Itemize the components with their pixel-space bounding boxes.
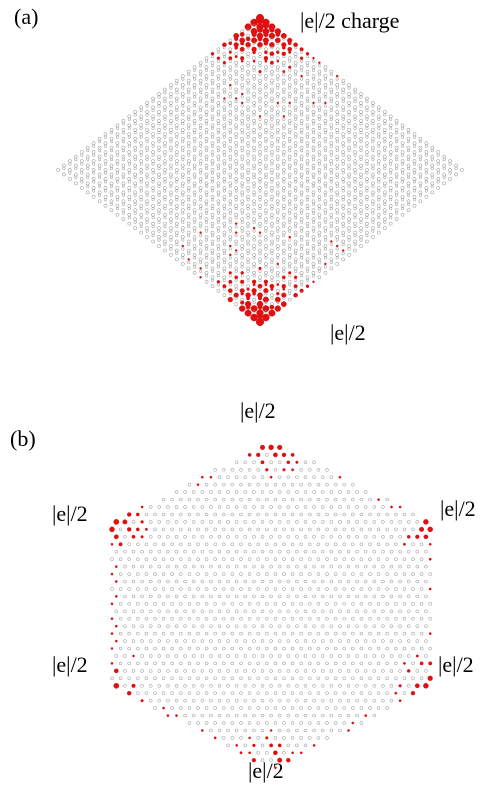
panel-b-top-charge-label: |e|/2: [240, 400, 276, 422]
panel-b-lower-right-charge-label: |e|/2: [438, 654, 474, 676]
panel-a-top-charge-label: |e|/2 charge: [300, 10, 399, 32]
panel-a-label: (a): [14, 6, 38, 28]
panel-b-lower-left-charge-label: |e|/2: [52, 654, 88, 676]
panel-b-upper-right-charge-label: |e|/2: [440, 498, 476, 520]
rhombus-lattice: [56, 14, 463, 326]
panel-b-label: (b): [10, 428, 36, 450]
panel-b-upper-left-charge-label: |e|/2: [52, 503, 88, 525]
panel-b-bottom-charge-label: |e|/2: [248, 760, 284, 782]
hexagon-lattice: [110, 445, 433, 769]
panel-a-bottom-charge-label: |e|/2: [330, 322, 366, 344]
